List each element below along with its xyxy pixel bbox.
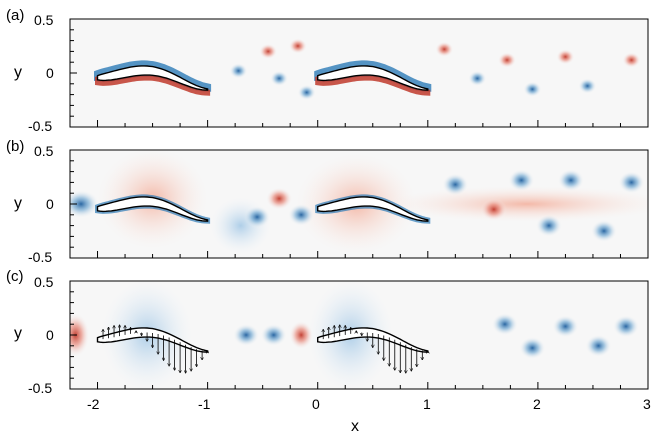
vortex-neg-2 [270,70,289,87]
panel-label-a: (a) [6,7,24,24]
background-patch [70,190,100,218]
ytick-b-1: 0 [46,196,54,212]
vortex-neg-1 [260,323,287,347]
vortex-neg-0 [244,205,271,229]
vortex-neg-4 [552,315,579,338]
vortex-pos-7 [498,52,517,68]
vortex-neg-5 [585,334,612,357]
vortex-neg-6 [535,214,562,237]
vortex-neg-7 [557,169,584,192]
xlabel: x [351,418,359,435]
vortex-neg-0 [229,63,248,79]
vortex-neg-8 [523,81,542,97]
ytick-c-2: -0.5 [28,380,52,396]
background-patch [70,313,90,357]
ytick-b-0: 0.5 [34,143,54,159]
vortex-neg-8 [590,219,617,243]
vortex-pos-1 [266,187,293,210]
ylabel-c: y [14,325,22,342]
vortex-neg-2 [491,313,518,336]
vortex-pos-11 [622,52,641,68]
ytick-b-2: -0.5 [28,249,52,265]
panel-b [69,149,649,259]
vortex-neg-6 [468,70,487,87]
fish-body-0 [96,65,209,91]
vorticity-field [70,281,639,389]
xtick-1: -1 [198,396,211,412]
vortex-pos-3 [288,38,307,54]
xtick-0: -2 [87,396,100,412]
ytick-c-0: 0.5 [34,274,54,290]
vortex-neg-6 [612,315,639,338]
xtick-2: 0 [312,396,320,412]
vortex-neg-4 [297,84,316,101]
vortex-neg-9 [618,171,645,194]
xtick-3: 1 [423,396,431,412]
fish-body-0 [96,196,209,222]
ytick-a-0: 0.5 [34,12,54,28]
vortex-pos-9 [556,49,575,65]
ylabel-a: y [14,64,22,81]
vortex-neg-3 [519,336,546,360]
vortex-pos-4 [480,198,507,221]
vortex-pos-1 [259,43,278,60]
background-patch [289,321,314,349]
background-patch [386,186,648,222]
ytick-a-2: -0.5 [28,118,52,134]
fish-body-1 [317,65,429,91]
vortex-neg-3 [442,173,469,196]
vortex-neg-5 [508,169,535,192]
panel-label-b: (b) [6,138,24,155]
vortex-neg-2 [288,203,315,226]
panel-a [69,18,649,128]
vortex-neg-0 [233,323,260,347]
xtick-5: 3 [643,396,651,412]
vortex-neg-10 [578,78,597,94]
vorticity-field [70,150,648,254]
ytick-a-1: 0 [46,65,54,81]
ylabel-b: y [14,195,22,212]
vortex-pos-5 [435,41,454,57]
ytick-c-1: 0 [46,327,54,343]
panel-c [69,280,649,390]
vorticity-field [94,38,641,101]
panel-label-c: (c) [6,268,24,285]
fish-body-1 [317,196,429,222]
xtick-4: 2 [533,396,541,412]
